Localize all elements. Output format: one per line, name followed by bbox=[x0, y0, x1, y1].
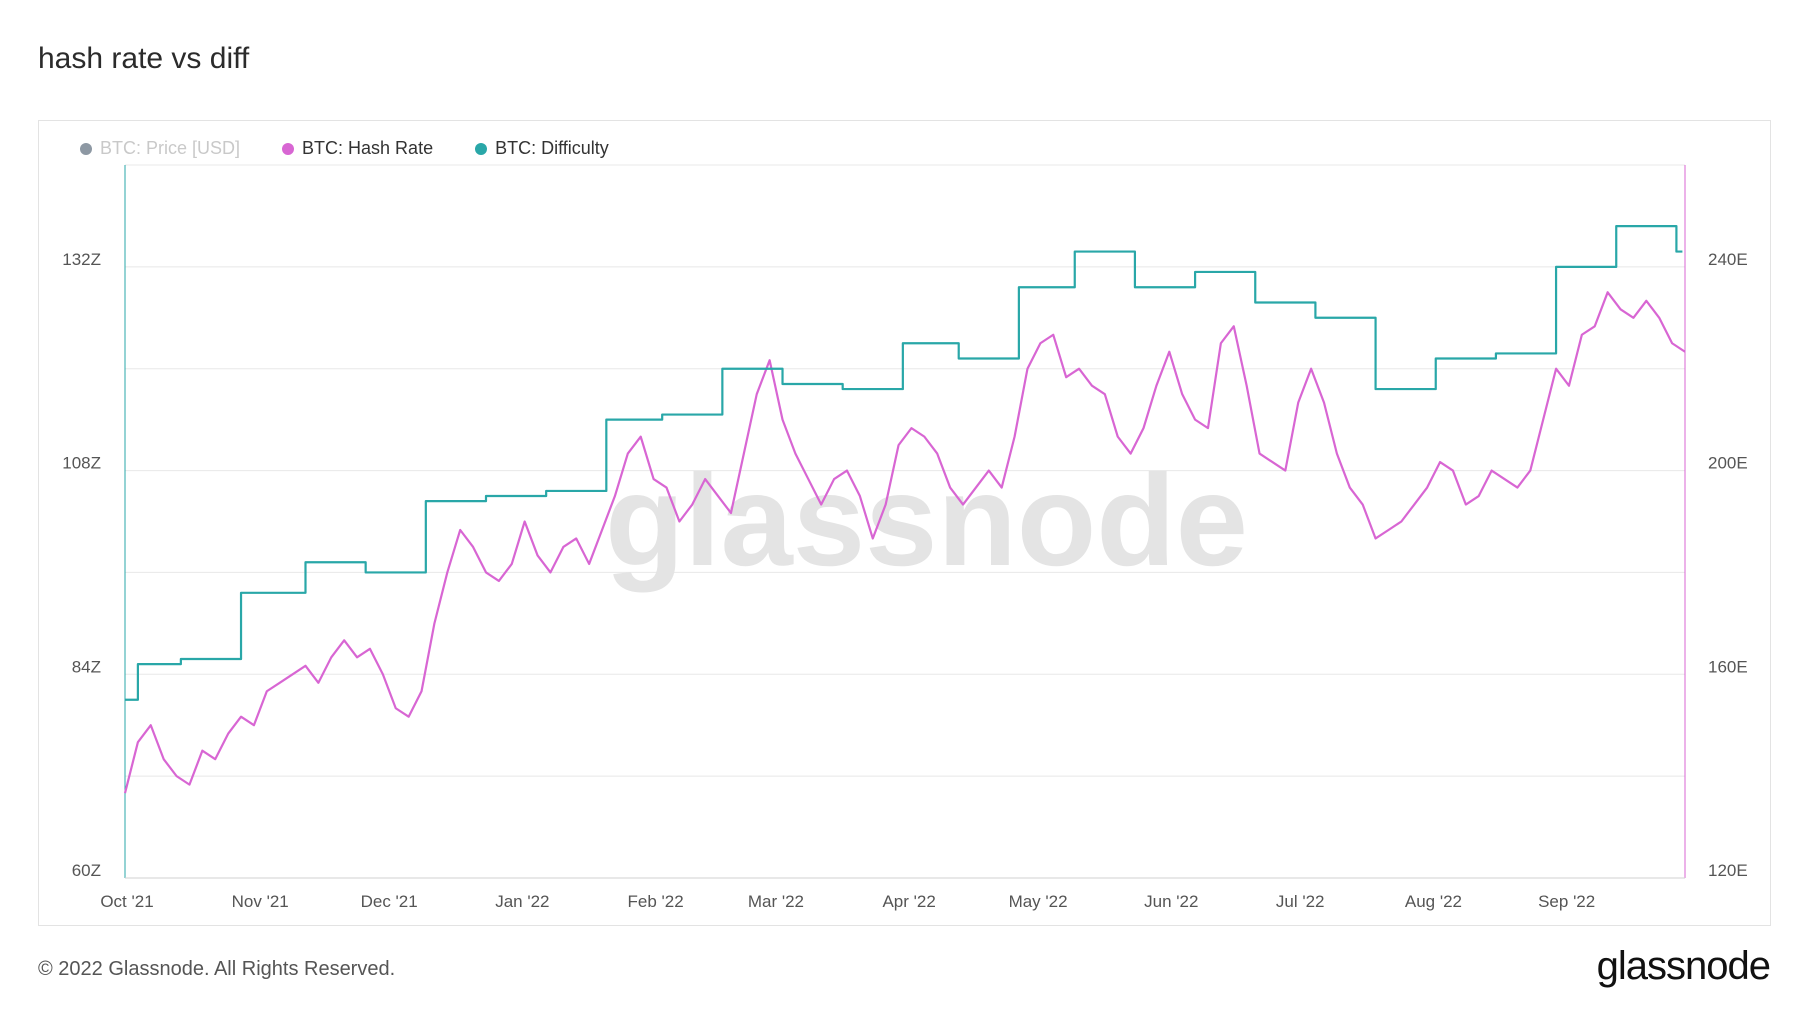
y-left-tick-label: 60Z bbox=[72, 861, 101, 880]
y-right-tick-label: 160E bbox=[1708, 657, 1748, 676]
hash-rate-series-line bbox=[123, 291, 1686, 794]
x-tick-label: Oct '21 bbox=[100, 892, 153, 911]
legend-dot-icon bbox=[475, 142, 488, 155]
y-right-tick-label: 200E bbox=[1708, 454, 1748, 473]
axes-layer: 60Z 84Z 108Z 132Z 120E 160E 200E 240E Oct '21 Nov… bbox=[62, 165, 1748, 911]
page-title: hash rate vs diff bbox=[38, 42, 250, 75]
x-tick-label: Sep '22 bbox=[1538, 892, 1595, 911]
watermark-text: glassnode bbox=[605, 447, 1248, 593]
legend-dot-icon bbox=[282, 142, 295, 155]
x-tick-label: Apr '22 bbox=[882, 892, 935, 911]
x-tick-label: Jul '22 bbox=[1276, 892, 1325, 911]
x-tick-label: Dec '21 bbox=[361, 892, 418, 911]
y-left-tick-label: 108Z bbox=[62, 454, 101, 473]
y-right-tick-label: 120E bbox=[1708, 861, 1748, 880]
y-left-tick-label: 84Z bbox=[72, 657, 101, 676]
chart-frame bbox=[38, 120, 1771, 926]
x-tick-label: Jun '22 bbox=[1144, 892, 1198, 911]
y-right-tick-label: 240E bbox=[1708, 250, 1748, 269]
y-left-tick-label: 132Z bbox=[62, 250, 101, 269]
glassnode-logo[interactable]: glassnode bbox=[1596, 944, 1771, 988]
x-tick-label: Nov '21 bbox=[232, 892, 289, 911]
legend-item-0[interactable]: BTC: Price [USD] bbox=[80, 138, 240, 159]
x-tick-label: May '22 bbox=[1009, 892, 1068, 911]
legend-label: BTC: Difficulty bbox=[495, 138, 609, 158]
x-tick-label: Aug '22 bbox=[1405, 892, 1462, 911]
x-tick-label: Mar '22 bbox=[748, 892, 804, 911]
x-tick-label: Feb '22 bbox=[628, 892, 684, 911]
copyright-text: © 2022 Glassnode. All Rights Reserved. bbox=[38, 958, 396, 980]
chart-legend: BTC: Price [USD] BTC: Hash Rate BTC: Diffi… bbox=[80, 138, 609, 159]
legend-item-1[interactable]: BTC: Hash Rate bbox=[282, 138, 433, 159]
difficulty-series-line bbox=[125, 225, 1683, 701]
x-tick-label: Jan '22 bbox=[495, 892, 549, 911]
legend-item-2[interactable]: BTC: Difficulty bbox=[475, 138, 609, 159]
legend-label: BTC: Hash Rate bbox=[302, 138, 434, 158]
legend-dot-icon bbox=[80, 142, 92, 155]
series-layer bbox=[123, 225, 1686, 794]
legend-label: BTC: Price [USD] bbox=[100, 138, 241, 158]
